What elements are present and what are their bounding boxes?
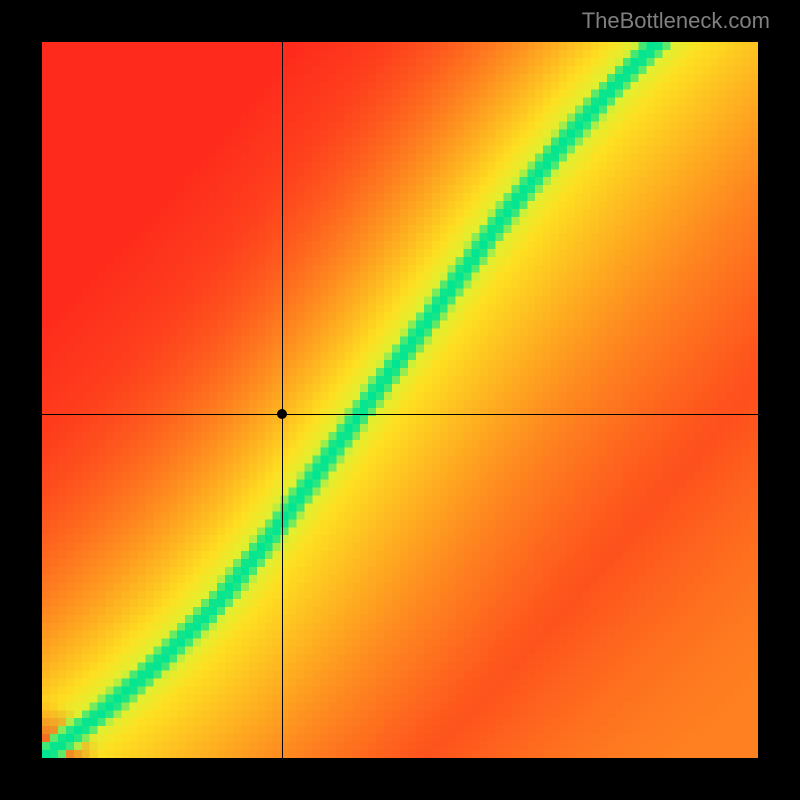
watermark-text: TheBottleneck.com (582, 8, 770, 34)
crosshair-vertical (282, 42, 283, 758)
bottleneck-heatmap (42, 42, 758, 758)
crosshair-horizontal (42, 414, 758, 415)
crosshair-marker (277, 409, 287, 419)
